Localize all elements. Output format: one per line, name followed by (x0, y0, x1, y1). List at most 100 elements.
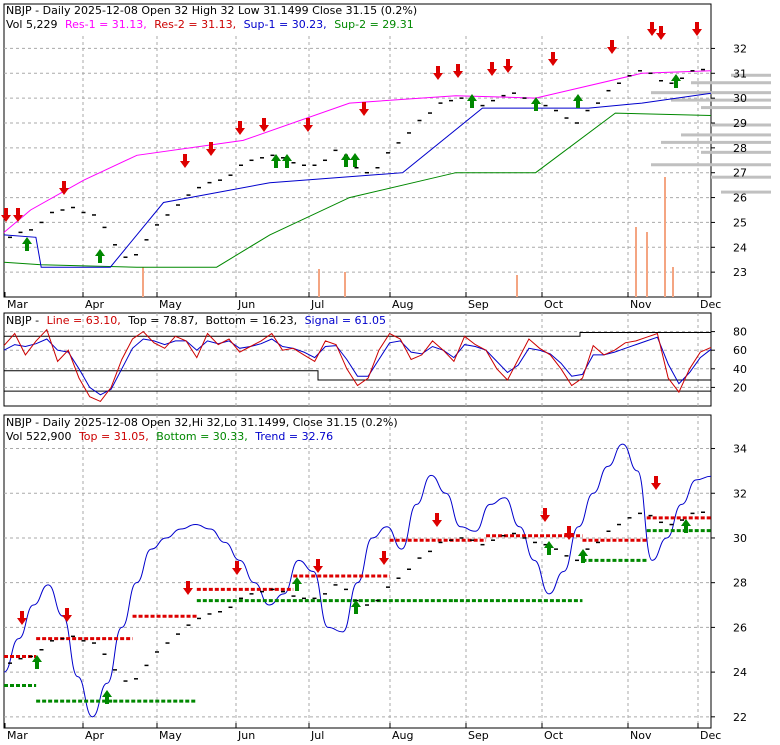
price-panel-series (1, 22, 771, 297)
sell-arrow-down (313, 559, 323, 573)
y-tick-label: 29 (733, 117, 747, 130)
price-panel-frame (3, 3, 712, 298)
sell-arrow-down (206, 142, 216, 156)
y-tick-label: 25 (733, 216, 747, 229)
month-label: Dec (700, 729, 721, 742)
month-label: Oct (544, 298, 564, 311)
bottom-value-label: Bottom = 16.23, (206, 314, 298, 327)
month-label: Sep (468, 729, 489, 742)
month-label: Oct (544, 729, 564, 742)
y-tick-label: 30 (733, 532, 747, 545)
y-tick-label: 23 (733, 266, 747, 279)
y-tick-label: 31 (733, 67, 747, 80)
sell-arrow-down (651, 476, 661, 490)
y-tick-label: 24 (733, 241, 747, 254)
buy-arrow-up (32, 655, 42, 669)
volume-profile-bar (691, 81, 771, 85)
volume-profile-bar (671, 98, 771, 102)
oscillator-top-level (4, 332, 711, 337)
sup2-label: Sup-2 = 29.31 (334, 18, 414, 31)
oscillator-panel-header: NBJP - Line = 63.10, Top = 78.87, Bottom… (6, 314, 386, 327)
y-tick-label: 27 (733, 167, 747, 180)
sell-arrow-down (656, 26, 666, 40)
volume-label: Vol 5,229 (6, 18, 57, 31)
sell-arrow-down (487, 62, 497, 76)
sell-arrow-down (432, 513, 442, 527)
sell-arrow-down (647, 22, 657, 36)
oscillator-panel-series (3, 328, 712, 403)
price-panel-header-line1: NBJP - Daily 2025-12-08 Open 32 High 32 … (6, 4, 417, 17)
month-label: Aug (392, 298, 413, 311)
month-label: Mar (7, 729, 28, 742)
volume-profile-bar (651, 163, 771, 167)
price-panel: 23 24 25 26 27 28 29 30 31 32 NBJP - Daily 2025-1… (1, 3, 771, 298)
buy-arrow-up (341, 153, 351, 167)
price-panel-gridlines (4, 36, 711, 297)
month-label: Jul (310, 298, 324, 311)
trend-panel-frame (3, 414, 712, 729)
y-tick-label: 32 (733, 487, 747, 500)
resistance1-line (3, 70, 712, 233)
volume-profile-bar (711, 123, 771, 127)
volume-bar (516, 275, 518, 297)
month-label: May (159, 298, 182, 311)
sell-arrow-down (433, 66, 443, 80)
volume-profile-bar (701, 150, 771, 154)
buy-arrow-up (350, 153, 360, 167)
y-tick-label: 26 (733, 192, 747, 205)
volume-profile-bar (661, 140, 771, 144)
sell-arrow-down (453, 64, 463, 78)
line-value-label: Line = 63.10, (47, 314, 121, 327)
price-panel-y-axis: 23 24 25 26 27 28 29 30 31 32 (711, 42, 747, 279)
month-label: May (159, 729, 182, 742)
month-label: Jun (237, 729, 255, 742)
sell-arrow-down (359, 102, 369, 116)
volume-profile-bar (681, 133, 771, 137)
sell-arrow-down (13, 208, 23, 222)
month-label: Aug (392, 729, 413, 742)
buy-arrow-up (292, 577, 302, 591)
signal-value-label: Signal = 61.05 (305, 314, 387, 327)
sell-arrow-down (379, 551, 389, 565)
oscillator-panel-frame (3, 312, 712, 407)
volume-bar (635, 227, 637, 297)
month-label: Dec (700, 298, 721, 311)
volume-profile-bar (651, 91, 771, 95)
trend-panel-gridlines (4, 415, 711, 728)
month-label: Mar (7, 298, 28, 311)
y-tick-label: 80 (733, 326, 747, 339)
volume-profile-bar (711, 175, 771, 179)
trend-panel-header-line2: Vol 522,900 Top = 31.05, Bottom = 30.33,… (6, 430, 333, 443)
price-panel-month-axis: Mar Apr May Jun Jul Aug Sep Oct Nov Dec (4, 292, 721, 311)
top-value-label: Top = 78.87, (127, 314, 198, 327)
volume-profile-bar (731, 73, 771, 77)
trend-value-label: Trend = 32.76 (254, 430, 333, 443)
volume-bar (142, 267, 144, 297)
trend-panel-series (3, 443, 712, 718)
sell-arrow-down (564, 526, 574, 540)
sell-arrow-down (180, 154, 190, 168)
y-tick-label: 26 (733, 621, 747, 634)
res1-label: Res-1 = 31.13, (65, 18, 147, 31)
sell-arrow-down (59, 181, 69, 195)
sell-arrow-down (548, 52, 558, 66)
oscillator-mid-level (4, 370, 711, 381)
support1-line (3, 92, 712, 268)
month-label: Apr (85, 729, 105, 742)
buy-arrow-up (573, 94, 583, 108)
buy-arrow-up (467, 94, 477, 108)
sell-arrow-down (235, 121, 245, 135)
month-label: Nov (630, 729, 652, 742)
y-tick-label: 22 (733, 711, 747, 724)
sup1-label: Sup-1 = 30.23, (244, 18, 327, 31)
y-tick-label: 24 (733, 666, 747, 679)
trend-line (3, 443, 712, 718)
sell-arrow-down (183, 581, 193, 595)
y-tick-label: 20 (733, 381, 747, 394)
y-tick-label: 28 (733, 577, 747, 590)
buy-arrow-up (102, 690, 112, 704)
y-tick-label: 40 (733, 363, 747, 376)
sell-arrow-down (303, 118, 313, 132)
trend-panel: 22 24 26 28 30 32 34 NBJP - Daily 2025-12-08 O… (3, 414, 747, 729)
